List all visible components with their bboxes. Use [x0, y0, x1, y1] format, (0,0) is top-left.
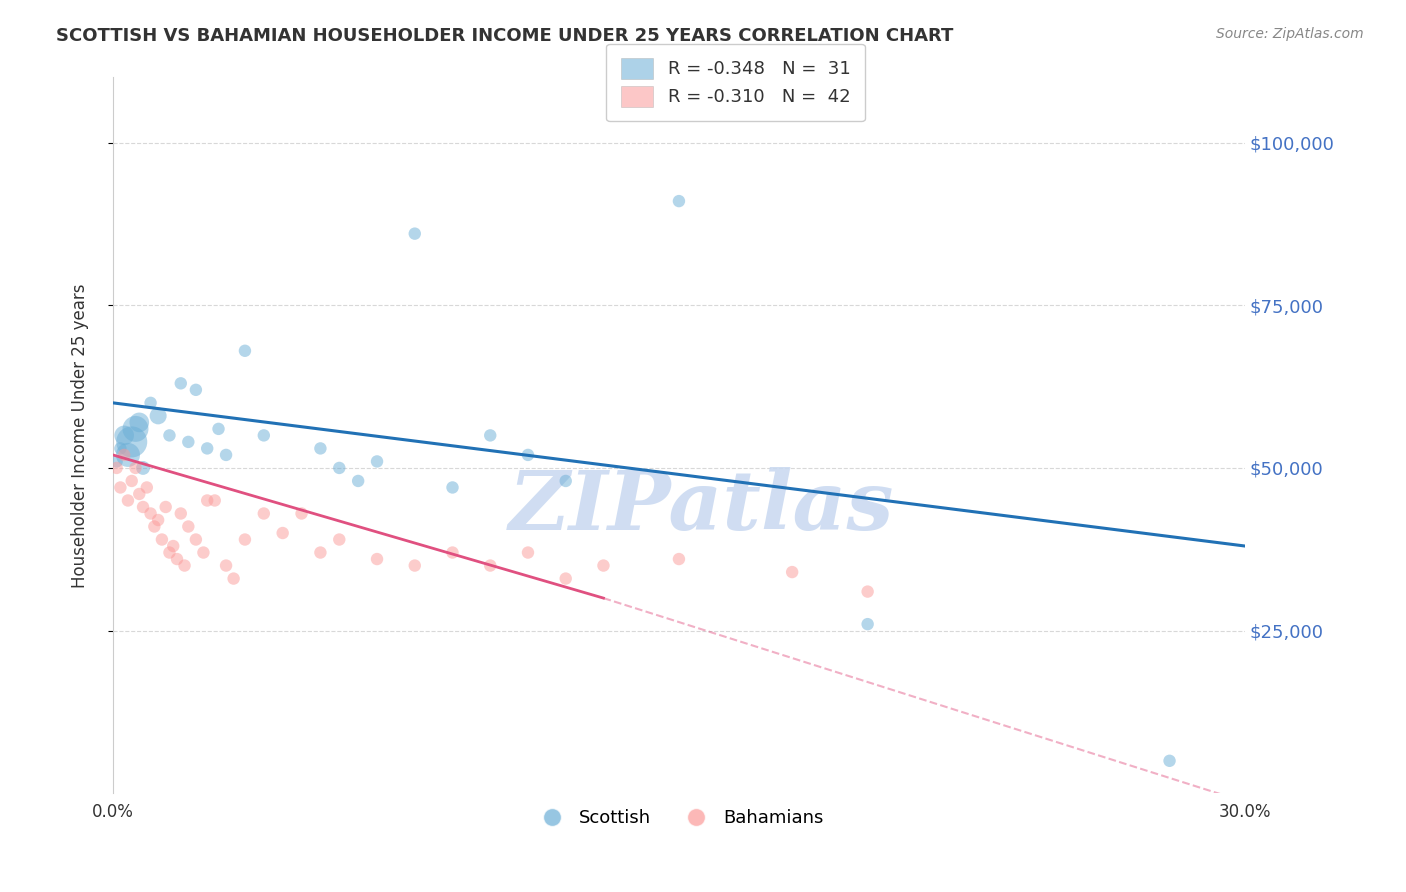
Point — [128, 416, 150, 430]
Text: SCOTTISH VS BAHAMIAN HOUSEHOLDER INCOME UNDER 25 YEARS CORRELATION CHART: SCOTTISH VS BAHAMIAN HOUSEHOLDER INCOME … — [56, 27, 953, 45]
Point — [195, 442, 218, 456]
Point — [121, 474, 143, 488]
Point — [592, 558, 614, 573]
Point — [215, 448, 238, 462]
Point — [121, 434, 143, 449]
Point — [117, 448, 139, 462]
Point — [366, 454, 388, 468]
Point — [105, 454, 128, 468]
Point — [517, 448, 540, 462]
Point — [170, 507, 193, 521]
Point — [222, 572, 245, 586]
Point — [112, 448, 135, 462]
Point — [441, 545, 464, 559]
Point — [233, 343, 256, 358]
Point — [215, 558, 238, 573]
Point — [271, 526, 294, 541]
Point — [105, 461, 128, 475]
Point — [233, 533, 256, 547]
Point — [184, 533, 207, 547]
Point — [139, 507, 162, 521]
Point — [150, 533, 173, 547]
Point — [110, 480, 132, 494]
Point — [517, 545, 540, 559]
Point — [404, 227, 426, 241]
Point — [290, 507, 312, 521]
Point — [128, 487, 150, 501]
Point — [124, 461, 146, 475]
Point — [554, 474, 576, 488]
Point — [668, 552, 690, 566]
Point — [309, 545, 332, 559]
Point — [135, 480, 157, 494]
Point — [173, 558, 195, 573]
Text: ZIPatlas: ZIPatlas — [509, 467, 894, 547]
Point — [328, 533, 350, 547]
Point — [159, 428, 181, 442]
Point — [155, 500, 177, 514]
Point — [554, 572, 576, 586]
Point — [668, 194, 690, 208]
Point — [162, 539, 184, 553]
Point — [328, 461, 350, 475]
Point — [132, 500, 155, 514]
Point — [139, 396, 162, 410]
Point — [195, 493, 218, 508]
Point — [159, 545, 181, 559]
Point — [146, 513, 169, 527]
Point — [253, 507, 276, 521]
Point — [404, 558, 426, 573]
Point — [193, 545, 215, 559]
Point — [1159, 754, 1181, 768]
Point — [177, 434, 200, 449]
Point — [366, 552, 388, 566]
Point — [856, 584, 879, 599]
Point — [166, 552, 188, 566]
Legend: Scottish, Bahamians: Scottish, Bahamians — [527, 802, 831, 834]
Point — [441, 480, 464, 494]
Point — [112, 428, 135, 442]
Point — [184, 383, 207, 397]
Point — [132, 461, 155, 475]
Point — [204, 493, 226, 508]
Point — [143, 519, 166, 533]
Point — [479, 428, 502, 442]
Point — [253, 428, 276, 442]
Point — [347, 474, 370, 488]
Point — [170, 376, 193, 391]
Point — [124, 422, 146, 436]
Point — [177, 519, 200, 533]
Point — [479, 558, 502, 573]
Text: Source: ZipAtlas.com: Source: ZipAtlas.com — [1216, 27, 1364, 41]
Point — [780, 565, 803, 579]
Point — [117, 493, 139, 508]
Point — [146, 409, 169, 423]
Point — [110, 442, 132, 456]
Point — [207, 422, 229, 436]
Y-axis label: Householder Income Under 25 years: Householder Income Under 25 years — [72, 283, 89, 588]
Point — [309, 442, 332, 456]
Point — [856, 617, 879, 632]
